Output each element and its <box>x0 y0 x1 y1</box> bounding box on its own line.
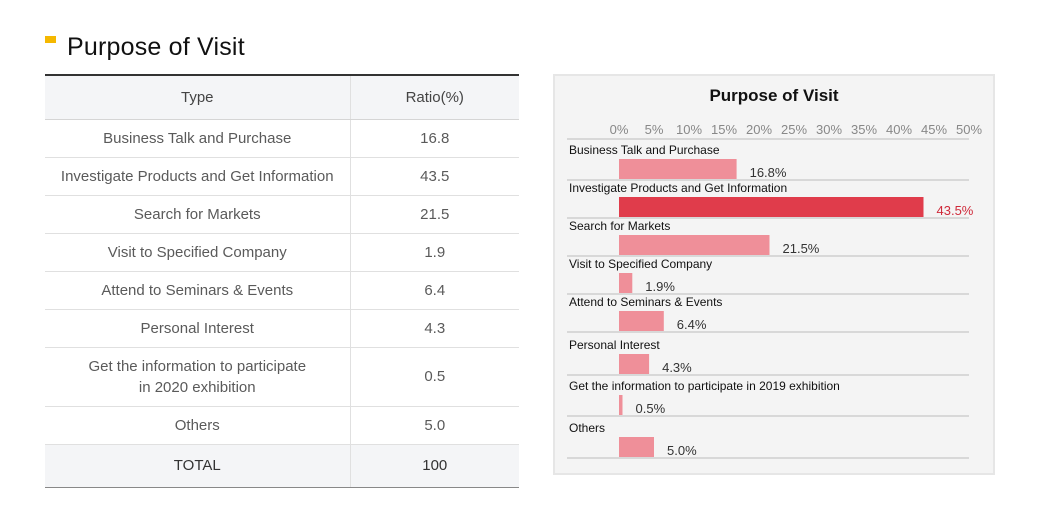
row-type-cell: Business Talk and Purchase <box>45 119 351 158</box>
x-tick-label: 15% <box>711 122 737 137</box>
data-label: 1.9% <box>645 279 675 294</box>
chart-panel: Purpose of Visit 0% 5% 10% 15% 20% 25% 30% 35% 4… <box>553 74 995 475</box>
category-label: Business Talk and Purchase <box>569 143 720 157</box>
row-ratio-cell: 6.4 <box>350 271 519 310</box>
data-label: 6.4% <box>677 317 707 332</box>
column-header-type: Type <box>45 74 351 120</box>
data-label: 21.5% <box>783 241 820 256</box>
row-type-cell: Others <box>45 406 351 445</box>
row-type-text: Business Talk and Purchase <box>103 129 292 147</box>
row-type-cell: Personal Interest <box>45 309 351 348</box>
row-ratio-cell: 43.5 <box>350 157 519 196</box>
bar <box>619 235 770 255</box>
category-label: Attend to Seminars & Events <box>569 295 722 309</box>
table-row: Get the information to participate in 202… <box>45 347 519 407</box>
bar <box>619 395 623 415</box>
category-label: Get the information to participate in 20… <box>569 379 840 393</box>
chart-title: Purpose of Visit <box>709 86 838 105</box>
row-type-cell: Visit to Specified Company <box>45 233 351 272</box>
title-accent-bar <box>45 36 56 43</box>
row-ratio-cell: 21.5 <box>350 195 519 234</box>
row-type-text: Investigate Products and Get Information <box>60 167 334 185</box>
row-type-text: Others <box>174 416 220 434</box>
row-type-text: Search for Markets <box>133 205 261 223</box>
x-tick-label: 25% <box>781 122 807 137</box>
data-label: 0.5% <box>636 401 666 416</box>
bar <box>619 273 633 293</box>
data-label: 4.3% <box>662 360 692 375</box>
x-tick-label: 45% <box>921 122 947 137</box>
x-tick-label: 20% <box>746 122 772 137</box>
bar <box>619 437 654 457</box>
section-header: Purpose of Visit <box>45 30 245 64</box>
category-label: Others <box>569 421 605 435</box>
total-label: TOTAL <box>45 443 351 488</box>
table-row: Search for Markets 21.5 <box>45 195 519 234</box>
x-tick-label: 30% <box>816 122 842 137</box>
bar <box>619 311 664 331</box>
table-row: Investigate Products and Get Information… <box>45 157 519 196</box>
table-row: Others 5.0 <box>45 406 519 445</box>
x-tick-label: 35% <box>851 122 877 137</box>
table-row: Attend to Seminars & Events 6.4 <box>45 271 519 310</box>
bar <box>619 354 650 374</box>
bar-chart: Purpose of Visit 0% 5% 10% 15% 20% 25% 30% 35% 4… <box>555 76 993 473</box>
row-type-text: Attend to Seminars & Events <box>101 281 294 299</box>
x-tick-label: 10% <box>676 122 702 137</box>
x-tick-label: 40% <box>886 122 912 137</box>
table-row: Personal Interest 4.3 <box>45 309 519 348</box>
row-ratio-cell: 5.0 <box>350 406 519 445</box>
total-value: 100 <box>350 443 519 488</box>
x-tick-label: 0% <box>610 122 629 137</box>
row-ratio-cell: 1.9 <box>350 233 519 272</box>
row-type-cell: Search for Markets <box>45 195 351 234</box>
x-tick-label: 5% <box>645 122 664 137</box>
x-tick-label: 50% <box>956 122 982 137</box>
data-label: 43.5% <box>937 203 974 218</box>
row-ratio-cell: 0.5 <box>350 347 519 407</box>
row-type-text: Get the information to participate <box>88 357 307 375</box>
bar <box>619 197 924 217</box>
category-label: Search for Markets <box>569 219 670 233</box>
row-ratio-cell: 4.3 <box>350 309 519 348</box>
row-type-text: in 2020 exhibition <box>138 378 256 396</box>
table-row: Business Talk and Purchase 16.8 <box>45 119 519 158</box>
category-label: Visit to Specified Company <box>569 257 712 271</box>
column-header-ratio: Ratio(%) <box>350 74 519 120</box>
row-type-text: Personal Interest <box>140 319 254 337</box>
page-title: Purpose of Visit <box>67 32 245 61</box>
table-total-row: TOTAL 100 <box>45 443 519 488</box>
bar <box>619 159 737 179</box>
row-ratio-cell: 16.8 <box>350 119 519 158</box>
row-type-text: Visit to Specified Company <box>107 243 287 261</box>
data-label: 5.0% <box>667 443 697 458</box>
data-label: 16.8% <box>750 165 787 180</box>
row-type-cell: Investigate Products and Get Information <box>45 157 351 196</box>
row-type-cell: Attend to Seminars & Events <box>45 271 351 310</box>
category-label: Personal Interest <box>569 338 660 352</box>
row-type-cell: Get the information to participate in 202… <box>45 347 351 407</box>
purpose-table: Type Ratio(%) Business Talk and Purchase… <box>45 74 519 488</box>
category-label: Investigate Products and Get Information <box>569 181 787 195</box>
table-row: Visit to Specified Company 1.9 <box>45 233 519 272</box>
table-header-row: Type Ratio(%) <box>45 74 519 120</box>
